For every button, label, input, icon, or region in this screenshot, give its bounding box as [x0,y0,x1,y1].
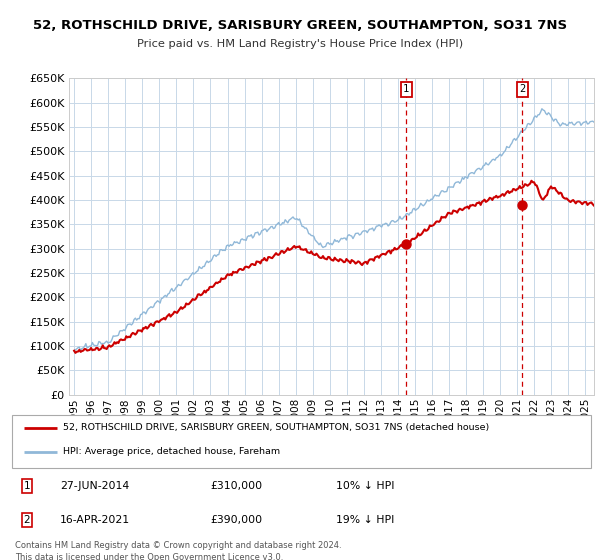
Text: £390,000: £390,000 [210,515,262,525]
Text: This data is licensed under the Open Government Licence v3.0.: This data is licensed under the Open Gov… [15,553,283,560]
Text: 52, ROTHSCHILD DRIVE, SARISBURY GREEN, SOUTHAMPTON, SO31 7NS: 52, ROTHSCHILD DRIVE, SARISBURY GREEN, S… [33,18,567,32]
Text: 27-JUN-2014: 27-JUN-2014 [60,481,129,491]
Text: 19% ↓ HPI: 19% ↓ HPI [336,515,394,525]
FancyBboxPatch shape [12,414,591,468]
Text: 16-APR-2021: 16-APR-2021 [60,515,130,525]
Text: 1: 1 [23,481,31,491]
Text: 2: 2 [23,515,31,525]
Text: 52, ROTHSCHILD DRIVE, SARISBURY GREEN, SOUTHAMPTON, SO31 7NS (detached house): 52, ROTHSCHILD DRIVE, SARISBURY GREEN, S… [63,423,489,432]
Text: 10% ↓ HPI: 10% ↓ HPI [336,481,395,491]
Text: Contains HM Land Registry data © Crown copyright and database right 2024.: Contains HM Land Registry data © Crown c… [15,540,341,550]
Text: HPI: Average price, detached house, Fareham: HPI: Average price, detached house, Fare… [63,447,280,456]
Text: 2: 2 [519,84,526,94]
Text: Price paid vs. HM Land Registry's House Price Index (HPI): Price paid vs. HM Land Registry's House … [137,39,463,49]
Text: 1: 1 [403,84,409,94]
Text: £310,000: £310,000 [210,481,262,491]
